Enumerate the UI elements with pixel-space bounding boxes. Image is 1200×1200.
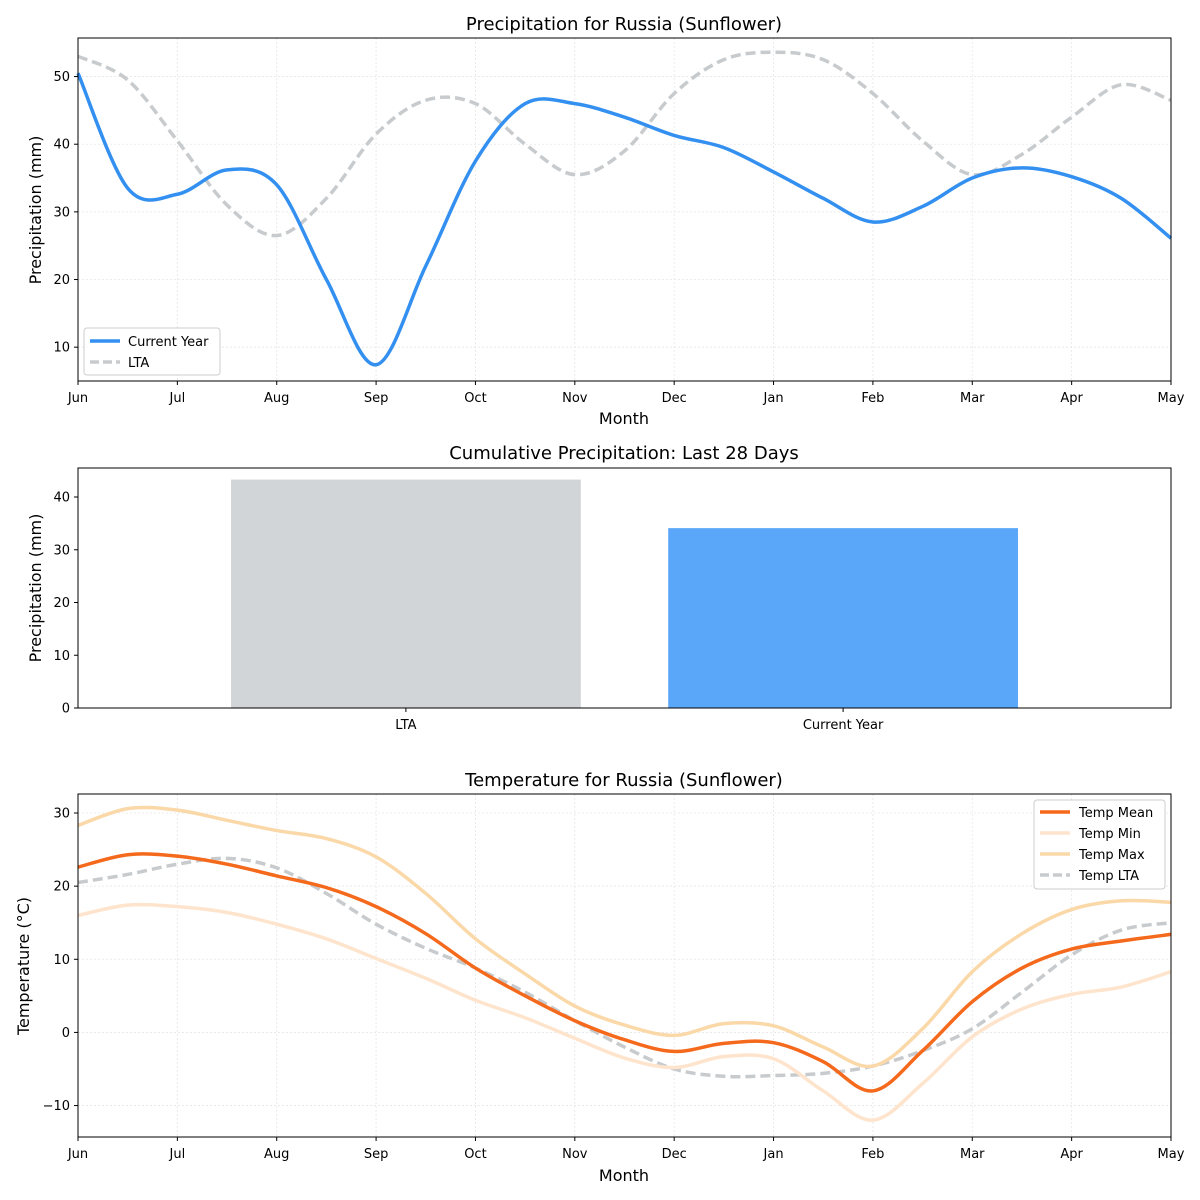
temp-line-temp-max bbox=[77, 805, 1172, 1069]
bar-ytick-label: 0 bbox=[62, 702, 70, 717]
bar-chart-title: Cumulative Precipitation: Last 28 Days bbox=[449, 443, 799, 464]
legend-label-temp-mean: Temp Mean bbox=[1078, 806, 1153, 821]
precip-ytick-label: 30 bbox=[53, 205, 70, 220]
bar-ytick-label: 20 bbox=[53, 596, 70, 611]
precip-xtick-label-sep: Sep bbox=[364, 391, 389, 406]
legend-label-lta: LTA bbox=[128, 356, 149, 371]
temp-xtick-label-may: May bbox=[1158, 1147, 1185, 1162]
precip-xtick-label-apr: Apr bbox=[1060, 391, 1083, 406]
precip-chart-title: Precipitation for Russia (Sunflower) bbox=[466, 14, 782, 35]
bar-ytick-label: 30 bbox=[53, 543, 70, 558]
temp-axes-frame bbox=[77, 793, 1172, 1138]
temp-xtick-label-oct: Oct bbox=[464, 1147, 486, 1162]
precip-series bbox=[76, 50, 1173, 367]
temp-grid bbox=[77, 794, 1172, 1137]
precip-line-current-year bbox=[76, 72, 1173, 367]
temperature-chart: Temperature for Russia (Sunflower) Jun Ju… bbox=[14, 770, 1185, 1185]
temp-xtick-label-nov: Nov bbox=[562, 1147, 588, 1162]
temp-xtick-label-aug: Aug bbox=[264, 1147, 289, 1162]
legend-label-temp-lta: Temp LTA bbox=[1078, 869, 1139, 884]
temp-chart-title: Temperature for Russia (Sunflower) bbox=[464, 770, 783, 791]
temp-xtick-label-mar: Mar bbox=[960, 1147, 985, 1162]
temp-ytick-label: −10 bbox=[43, 1099, 70, 1114]
temp-ytick-label: 0 bbox=[62, 1026, 70, 1041]
legend-label-temp-min: Temp Min bbox=[1078, 827, 1141, 842]
precip-ytick-label: 50 bbox=[53, 70, 70, 85]
precip-ylabel: Precipitation (mm) bbox=[26, 136, 45, 285]
temp-legend: Temp Mean Temp Min Temp Max Temp LTA bbox=[1033, 799, 1166, 890]
precip-ytick-label: 20 bbox=[53, 273, 70, 288]
bar-current-year bbox=[668, 528, 1018, 708]
precip-xtick-label-nov: Nov bbox=[562, 391, 588, 406]
temp-series bbox=[77, 805, 1172, 1122]
temp-xtick-label-sep: Sep bbox=[364, 1147, 389, 1162]
bar-ytick-label: 10 bbox=[53, 649, 70, 664]
temp-line-temp-lta bbox=[77, 856, 1172, 1079]
temp-xtick-label-jan: Jan bbox=[763, 1147, 784, 1162]
legend-label-temp-max: Temp Max bbox=[1078, 848, 1145, 863]
precip-xtick-label-jul: Jul bbox=[169, 391, 186, 406]
precip-ticks: Jun Jul Aug Sep Oct Nov Dec Jan Feb Mar Apr May 10 20… bbox=[53, 70, 1184, 406]
temp-ytick-label: 20 bbox=[53, 880, 70, 895]
bar-xtick-label-lta: LTA bbox=[395, 718, 416, 733]
precip-grid bbox=[77, 38, 1172, 381]
temp-xtick-label-apr: Apr bbox=[1060, 1147, 1083, 1162]
temp-xtick-label-jun: Jun bbox=[67, 1147, 88, 1162]
precip-ytick-label: 10 bbox=[53, 341, 70, 356]
precip-xlabel: Month bbox=[599, 409, 649, 428]
temp-legend-box bbox=[1033, 799, 1166, 890]
temp-ytick-label: 30 bbox=[53, 807, 70, 822]
temp-xtick-label-dec: Dec bbox=[662, 1147, 687, 1162]
precip-xtick-label-dec: Dec bbox=[662, 391, 687, 406]
temp-xtick-label-jul: Jul bbox=[169, 1147, 186, 1162]
precip-xtick-label-mar: Mar bbox=[960, 391, 985, 406]
precip-xtick-label-aug: Aug bbox=[264, 391, 289, 406]
temp-xtick-label-feb: Feb bbox=[861, 1147, 884, 1162]
precip-xtick-label-may: May bbox=[1158, 391, 1185, 406]
legend-label-current-year: Current Year bbox=[128, 335, 209, 350]
temp-ticks: Jun Jul Aug Sep Oct Nov Dec Jan Feb Mar Apr May −10 0… bbox=[43, 807, 1185, 1162]
temp-ytick-label: 10 bbox=[53, 953, 70, 968]
bar-lta bbox=[231, 479, 581, 708]
precip-xtick-label-jan: Jan bbox=[763, 391, 784, 406]
bar-ticks: LTA Current Year 0 10 20 30 40 bbox=[53, 491, 884, 733]
bar-axes-frame bbox=[77, 467, 1172, 709]
cumulative-bar-chart: Cumulative Precipitation: Last 28 Days L… bbox=[26, 443, 1172, 733]
precip-legend: Current Year LTA bbox=[83, 327, 221, 376]
precip-xtick-label-oct: Oct bbox=[464, 391, 486, 406]
temp-xlabel: Month bbox=[599, 1166, 649, 1185]
precip-xtick-label-feb: Feb bbox=[861, 391, 884, 406]
bar-ylabel: Precipitation (mm) bbox=[26, 514, 45, 663]
precipitation-chart: Precipitation for Russia (Sunflower) Jun… bbox=[26, 14, 1185, 428]
temp-ylabel: Temperature (°C) bbox=[14, 897, 33, 1036]
precip-xtick-label-jun: Jun bbox=[67, 391, 88, 406]
bar-ytick-label: 40 bbox=[53, 491, 70, 506]
bar-series bbox=[231, 479, 1018, 708]
precip-ytick-label: 40 bbox=[53, 138, 70, 153]
temp-line-temp-min bbox=[77, 902, 1172, 1122]
precip-axes-frame bbox=[77, 37, 1172, 382]
bar-xtick-label-current-year: Current Year bbox=[803, 718, 884, 733]
temp-line-temp-mean bbox=[77, 852, 1172, 1093]
